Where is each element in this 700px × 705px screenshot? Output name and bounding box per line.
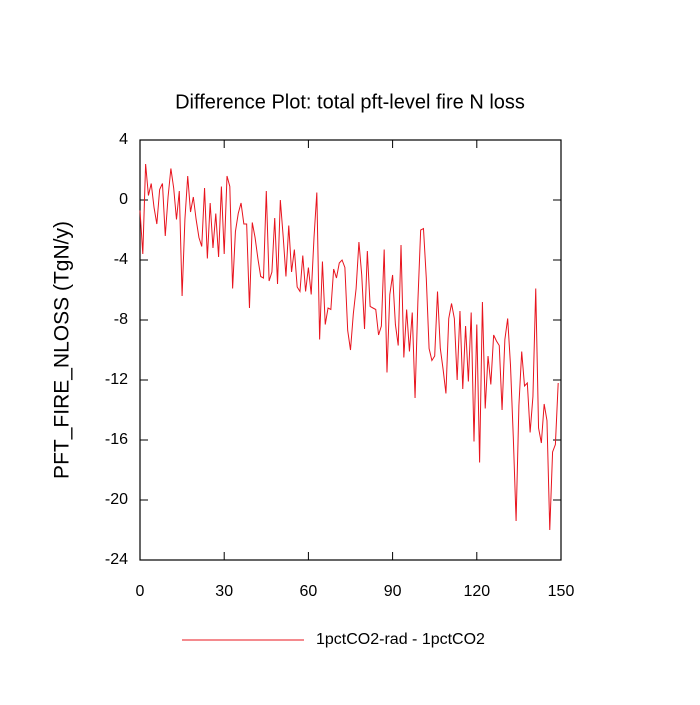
y-tick-label: -24 bbox=[105, 551, 128, 568]
x-tick-label: 0 bbox=[136, 583, 145, 600]
y-tick-label: -8 bbox=[114, 311, 128, 328]
y-tick-label: -16 bbox=[105, 431, 128, 448]
y-tick-label: 0 bbox=[119, 191, 128, 208]
x-tick-label: 150 bbox=[548, 583, 575, 600]
x-tick-label: 120 bbox=[463, 583, 490, 600]
data-line bbox=[139, 163, 559, 531]
y-tick-label: 4 bbox=[119, 131, 128, 148]
plot-frame bbox=[139, 139, 562, 561]
x-tick-label: 30 bbox=[215, 583, 233, 600]
y-axis-label: PFT_FIRE_NLOSS (TgN/y) bbox=[51, 221, 74, 479]
y-tick-label: -20 bbox=[105, 491, 128, 508]
x-tick-label: 60 bbox=[300, 583, 318, 600]
y-tick-label: -4 bbox=[114, 251, 128, 268]
chart-title: Difference Plot: total pft-level fire N … bbox=[175, 91, 525, 113]
x-tick-label: 90 bbox=[384, 583, 402, 600]
legend-label: 1pctCO2-rad - 1pctCO2 bbox=[316, 631, 485, 648]
y-tick-label: -12 bbox=[105, 371, 128, 388]
